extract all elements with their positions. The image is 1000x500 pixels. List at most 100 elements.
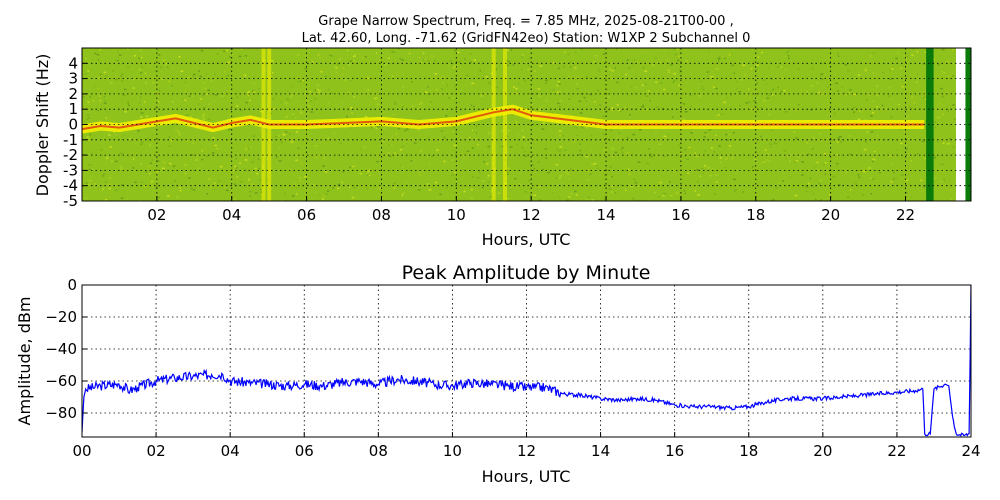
noise-speck xyxy=(934,155,936,157)
noise-speck xyxy=(302,79,304,82)
noise-speck xyxy=(703,165,706,167)
noise-speck xyxy=(579,149,581,152)
bright-band xyxy=(491,48,496,201)
noise-speck xyxy=(481,109,485,111)
noise-speck xyxy=(836,154,839,156)
noise-speck xyxy=(769,146,772,148)
noise-speck xyxy=(889,78,892,80)
noise-speck xyxy=(564,171,567,174)
noise-speck xyxy=(256,172,259,175)
noise-speck xyxy=(508,129,510,132)
noise-speck xyxy=(375,127,378,129)
noise-speck xyxy=(94,52,97,55)
noise-speck xyxy=(948,75,950,77)
noise-speck xyxy=(94,183,96,185)
noise-speck xyxy=(648,148,650,150)
noise-speck xyxy=(297,81,299,83)
noise-speck xyxy=(568,178,570,180)
noise-speck xyxy=(906,55,909,58)
noise-speck xyxy=(677,59,680,62)
noise-speck xyxy=(942,113,945,115)
x-tick-label: 16 xyxy=(671,206,690,224)
noise-speck xyxy=(618,131,621,134)
noise-speck xyxy=(434,181,438,184)
noise-speck xyxy=(434,73,438,75)
noise-speck xyxy=(950,189,952,191)
noise-speck xyxy=(865,141,867,143)
noise-speck xyxy=(900,142,903,145)
noise-speck xyxy=(92,100,95,102)
noise-speck xyxy=(524,155,527,157)
noise-speck xyxy=(168,145,171,147)
noise-speck xyxy=(395,133,397,135)
noise-speck xyxy=(834,112,836,115)
noise-speck xyxy=(258,178,261,181)
noise-speck xyxy=(674,53,678,56)
noise-speck xyxy=(128,104,130,106)
noise-speck xyxy=(557,80,560,83)
noise-speck xyxy=(560,62,562,64)
noise-speck xyxy=(594,77,598,79)
noise-speck xyxy=(739,104,742,107)
noise-speck xyxy=(108,187,112,190)
noise-speck xyxy=(226,74,230,77)
noise-speck xyxy=(814,167,816,169)
noise-speck xyxy=(718,114,720,116)
noise-speck xyxy=(212,136,215,139)
noise-speck xyxy=(774,142,776,144)
noise-speck xyxy=(202,113,206,115)
noise-speck xyxy=(835,82,838,84)
noise-speck xyxy=(682,103,685,105)
noise-speck xyxy=(105,181,107,183)
noise-speck xyxy=(515,87,518,90)
noise-speck xyxy=(872,178,875,180)
noise-speck xyxy=(661,154,663,156)
noise-speck xyxy=(538,95,541,97)
noise-speck xyxy=(607,96,610,98)
spectrogram-x-ticks: 02 04 06 08 10 12 14 16 18 20 22 xyxy=(147,196,915,224)
noise-speck xyxy=(214,144,218,147)
noise-speck xyxy=(161,78,165,80)
noise-speck xyxy=(545,100,548,102)
noise-speck xyxy=(413,142,417,144)
noise-speck xyxy=(506,173,509,175)
noise-speck xyxy=(785,51,788,54)
noise-speck xyxy=(234,183,236,186)
noise-speck xyxy=(632,63,634,65)
x-tick-label: 06 xyxy=(297,206,316,224)
noise-speck xyxy=(806,91,809,93)
noise-speck xyxy=(585,126,589,129)
noise-speck xyxy=(258,167,260,170)
noise-speck xyxy=(581,126,584,129)
noise-speck xyxy=(667,71,671,74)
noise-speck xyxy=(312,183,316,186)
noise-speck xyxy=(620,184,622,186)
noise-speck xyxy=(699,175,702,178)
noise-speck xyxy=(282,133,286,136)
noise-speck xyxy=(841,86,843,88)
y-tick-label: −80 xyxy=(45,404,77,422)
noise-speck xyxy=(888,95,891,97)
noise-speck xyxy=(506,151,509,153)
noise-speck xyxy=(844,63,848,66)
noise-speck xyxy=(577,77,579,79)
noise-speck xyxy=(127,101,129,104)
noise-speck xyxy=(924,51,927,54)
noise-speck xyxy=(451,174,454,176)
amplitude-series-line xyxy=(82,285,971,437)
noise-speck xyxy=(815,198,817,201)
noise-speck xyxy=(352,55,356,58)
noise-speck xyxy=(876,135,879,137)
noise-speck xyxy=(84,73,88,75)
noise-speck xyxy=(495,86,498,88)
noise-speck xyxy=(515,121,518,123)
noise-speck xyxy=(734,188,737,191)
noise-speck xyxy=(209,139,213,142)
noise-speck xyxy=(132,167,135,169)
noise-speck xyxy=(288,133,291,135)
noise-speck xyxy=(760,135,762,138)
noise-speck xyxy=(315,156,317,159)
spectrogram-title-line2: Lat. 42.60, Long. -71.62 (GridFN42eo) St… xyxy=(302,31,751,46)
spectrogram-plot-area xyxy=(82,48,971,201)
noise-speck xyxy=(285,116,288,118)
